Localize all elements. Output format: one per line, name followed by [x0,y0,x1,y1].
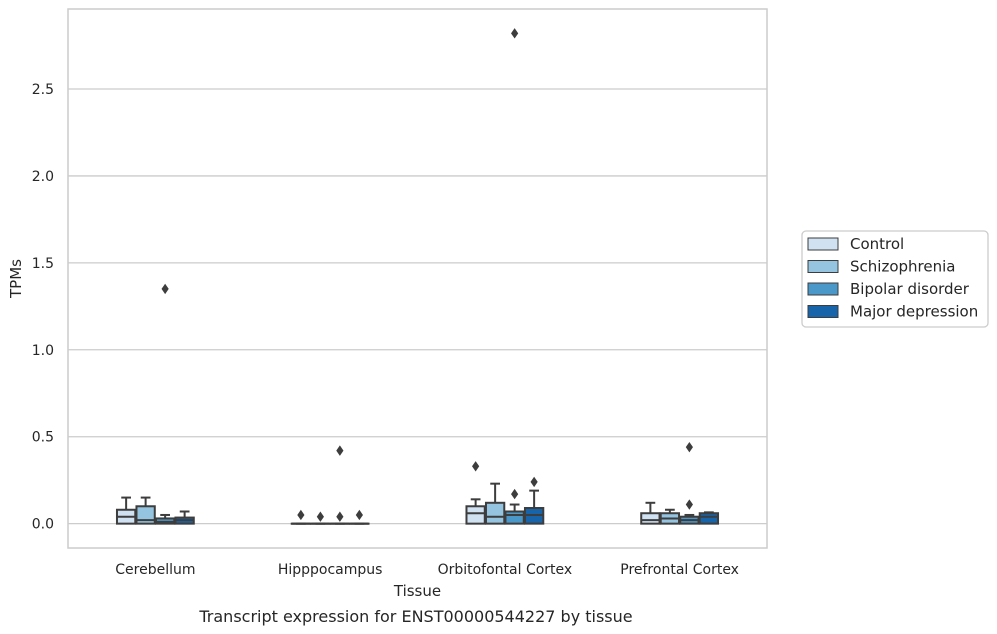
box-1-3 [349,509,370,525]
box-3-0 [640,501,661,525]
box-3-2 [679,441,700,525]
legend: Control Schizophrenia Bipolar disorder Majo… [801,230,989,328]
outlier-point [297,509,305,521]
outlier-point [511,28,519,39]
box-2-3 [523,476,545,525]
outlier-point [685,499,693,510]
box-1-1 [310,511,331,525]
outlier-point [685,441,693,453]
box-0-1 [135,496,156,525]
legend-item: Major depression [807,303,978,321]
chart-caption: Transcript expression for ENST0000054422… [198,607,632,626]
box-3-3 [698,511,720,525]
legend-item: Control [807,235,904,253]
y-tick-label: 0.5 [32,430,54,446]
box-body [640,512,661,525]
y-tick-label: 2.5 [32,82,54,98]
box-0-0 [115,496,137,525]
legend-label: Control [850,235,904,253]
outlier-point [511,488,519,500]
legend-label: Major depression [850,303,978,321]
box-3-1 [659,508,681,525]
outlier-point [336,511,344,522]
y-axis-label: TPMs [7,259,25,299]
outlier-point [355,509,363,521]
x-tick-label: Cerebellum [115,562,195,578]
box-body [698,512,720,525]
x-tick-label: Hipppocampus [278,562,383,578]
box-body [484,501,506,525]
y-tick-label: 2.0 [32,169,54,185]
box-body [504,510,525,525]
box-body [465,505,486,525]
plot-frame [67,8,768,549]
y-tick-label: 1.5 [32,256,54,272]
legend-frame [801,230,989,328]
box-0-2 [154,283,176,525]
plot-area [68,9,767,548]
x-axis-label: Tissue [393,582,441,600]
outlier-point [336,445,344,456]
y-tick-label: 1.0 [32,343,54,359]
y-tick-label: 0.0 [32,517,54,533]
box-2-2 [504,28,525,525]
legend-item: Schizophrenia [807,258,955,276]
box-1-0 [290,509,312,525]
outlier-point [161,283,169,295]
x-tick-label: Orbitofontal Cortex [438,562,573,578]
outlier-point [530,476,538,488]
outlier-point [316,511,324,522]
box-2-0 [465,461,486,525]
box-2-1 [484,482,506,525]
legend-label: Bipolar disorder [850,280,970,298]
legend-swatch [807,282,839,296]
legend-label: Schizophrenia [850,258,955,276]
legend-item: Bipolar disorder [807,280,970,298]
x-tick-label: Prefrontal Cortex [620,562,739,578]
legend-swatch [807,305,839,318]
legend-swatch [807,260,839,273]
box-1-2 [329,445,351,525]
legend-swatch [807,237,839,251]
box-0-3 [174,510,195,525]
outlier-point [472,461,480,472]
